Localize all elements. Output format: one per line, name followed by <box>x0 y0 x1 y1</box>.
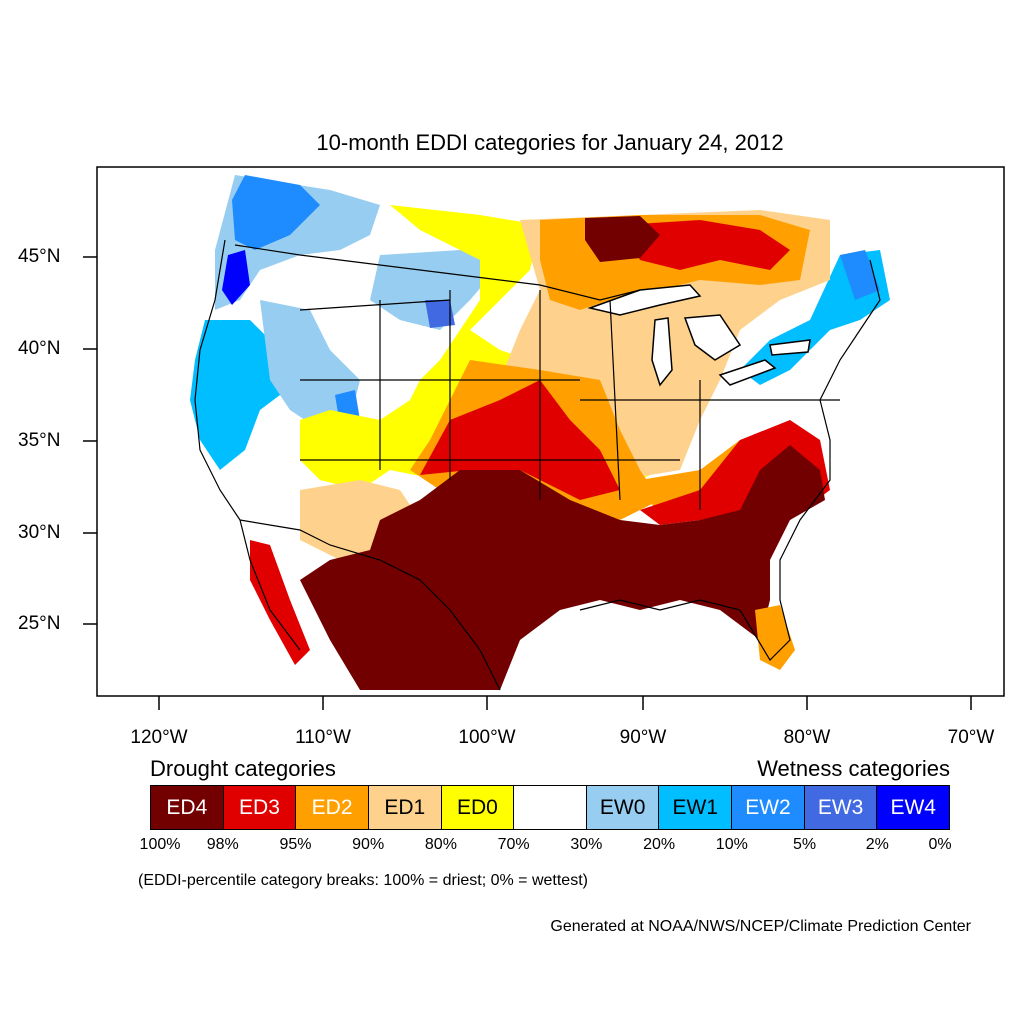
lon-ticks <box>158 696 972 710</box>
legend-box-ed0: ED0 <box>441 786 515 829</box>
legend-break-label: 0% <box>928 836 952 853</box>
us-mexico-border <box>239 519 501 691</box>
ew4-olympic <box>222 250 250 305</box>
great-lakes <box>587 284 811 387</box>
legend-color-bar: ED4 ED3 ED2 ED1 ED0 EW0 EW1 EW2 EW3 EW4 <box>150 785 950 830</box>
lat-label-45n: 45°N <box>18 246 61 267</box>
lat-label-40n: 40°N <box>18 338 61 359</box>
state-lines <box>299 290 840 510</box>
boundaries <box>194 239 881 691</box>
lon-label-90w: 90°W <box>619 727 667 748</box>
lat-label-25n: 25°N <box>18 613 61 634</box>
legend-break-label: 100% <box>139 836 181 853</box>
map-frame <box>96 166 1005 697</box>
ed3-great-lakes <box>620 220 790 270</box>
lat-label-30n: 30°N <box>18 522 61 543</box>
category-note: (EDDI-percentile category breaks: 100% =… <box>138 872 588 889</box>
us-canada-border <box>234 244 641 301</box>
ed4-great-lakes <box>585 216 660 262</box>
legend-box-ed1: ED1 <box>368 786 442 829</box>
legend-break-label: 5% <box>792 836 817 853</box>
lake-michigan <box>651 317 673 387</box>
lake-erie <box>718 359 777 386</box>
legend-box-neutral <box>514 786 587 829</box>
legend-break-label: 90% <box>352 836 385 853</box>
ew2-montana <box>425 300 455 328</box>
legend-box-ed4: ED4 <box>151 786 224 829</box>
ed4-south <box>300 445 825 690</box>
lat-label-35n: 35°N <box>18 430 61 451</box>
legend-break-label: 30% <box>570 836 603 853</box>
credit-line: Generated at NOAA/NWS/NCEP/Climate Predi… <box>550 918 971 935</box>
west-coastline <box>194 239 301 651</box>
legend-box-ed2: ED2 <box>296 786 369 829</box>
lake-ontario <box>769 339 811 356</box>
eddi-map <box>83 166 1005 710</box>
legend-box-ew2: EW2 <box>732 786 805 829</box>
legend-break-label: 80% <box>424 836 457 853</box>
legend-box-ew1: EW1 <box>659 786 733 829</box>
legend-break-label: 10% <box>715 836 748 853</box>
drought-regions <box>250 205 830 690</box>
lon-label-110w: 110°W <box>295 727 351 748</box>
map-title: 10-month EDDI categories for January 24,… <box>316 130 784 155</box>
ew2-maine <box>840 250 880 300</box>
ed3-baja <box>250 540 310 665</box>
east-coastline <box>579 259 881 661</box>
ew2-pacific-northwest <box>232 175 320 250</box>
legend-break-label: 95% <box>279 836 312 853</box>
lake-huron <box>683 314 742 361</box>
legend-box-ed3: ED3 <box>223 786 297 829</box>
legend-break-label: 98% <box>206 836 239 853</box>
legend-box-ew3: EW3 <box>804 786 878 829</box>
drought-heading: Drought categories <box>150 756 336 781</box>
legend-break-label: 20% <box>643 836 676 853</box>
ew1-montana <box>370 250 500 330</box>
wetness-heading: Wetness categories <box>757 756 950 781</box>
legend-box-ew0: EW0 <box>586 786 660 829</box>
lon-label-70w: 70°W <box>947 727 995 748</box>
lon-label-120w: 120°W <box>130 727 188 748</box>
legend-break-label: 2% <box>865 836 889 853</box>
lon-label-100w: 100°W <box>458 727 516 748</box>
legend-box-ew4: EW4 <box>877 786 950 829</box>
lon-label-80w: 80°W <box>783 727 831 748</box>
ew0-great-basin <box>260 300 360 430</box>
lat-ticks <box>83 256 97 625</box>
legend-break-label: 70% <box>497 836 530 853</box>
